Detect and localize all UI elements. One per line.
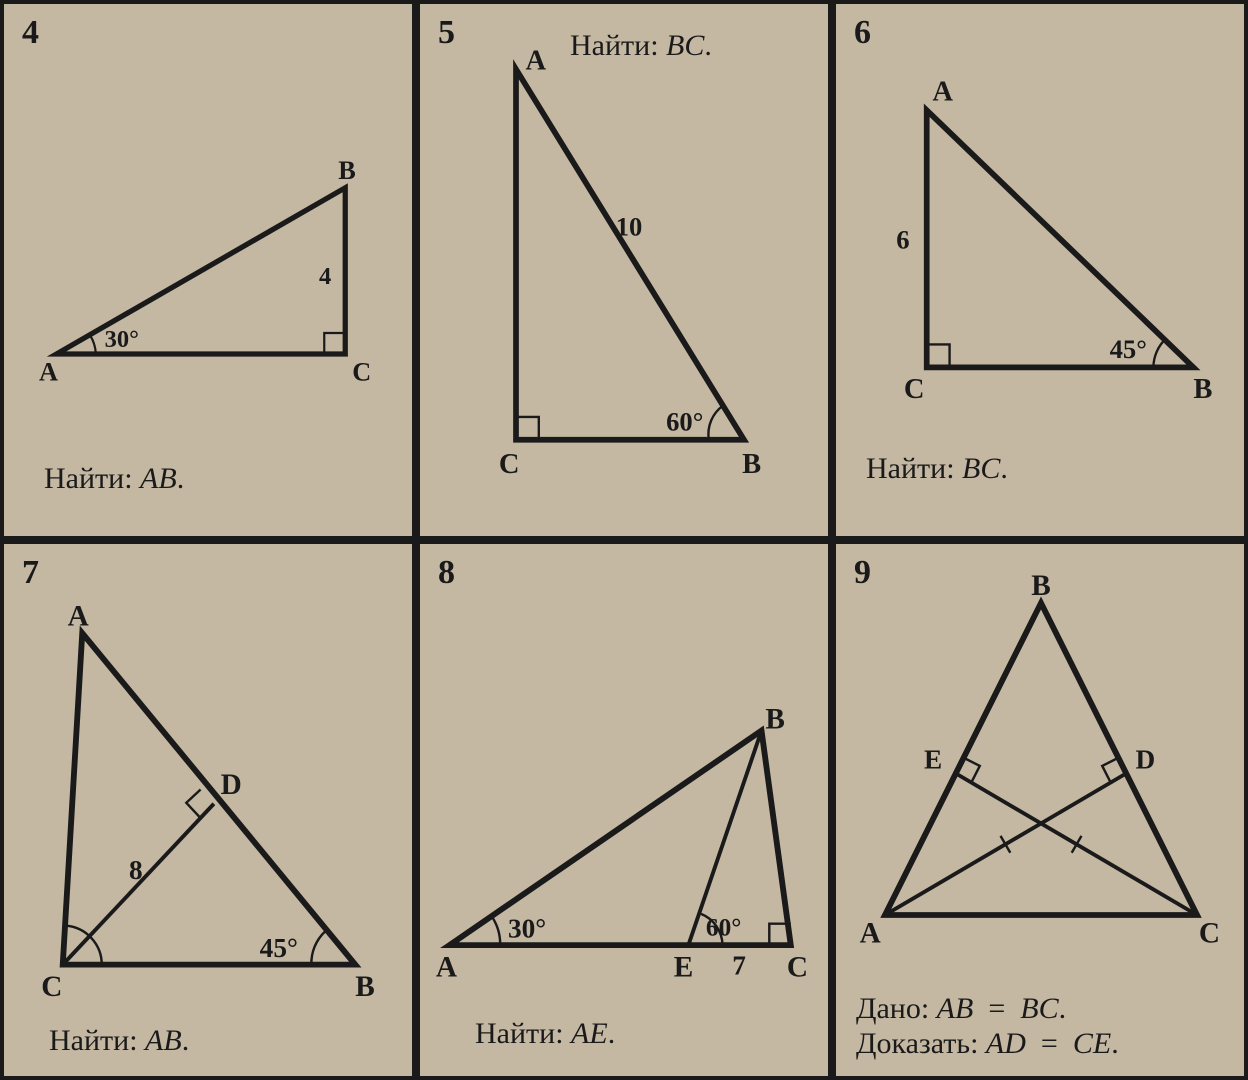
side-EC-label: 7 bbox=[732, 950, 746, 980]
caption-prefix: Найти: bbox=[475, 1017, 571, 1050]
vertex-C: C bbox=[352, 357, 371, 386]
caption-target: AB bbox=[145, 1024, 182, 1057]
prove-prefix: Доказать: bbox=[856, 1027, 986, 1060]
caption-target: BC bbox=[962, 452, 1000, 485]
vertex-A: A bbox=[436, 951, 457, 983]
caption-suffix: . bbox=[608, 1017, 616, 1050]
figure-9: B A C E D bbox=[846, 564, 1236, 954]
caption-target: AB bbox=[140, 462, 177, 495]
caption-prefix: Найти: bbox=[866, 452, 962, 485]
caption-8: Найти: AE. bbox=[475, 1017, 615, 1051]
vertex-A: A bbox=[39, 357, 58, 386]
cell-5: 5 Найти: BC. A C B 10 60° bbox=[416, 0, 832, 540]
angle-E-label: 60° bbox=[706, 913, 741, 941]
caption-6: Найти: BC. bbox=[866, 452, 1008, 486]
angle-B-label: 45° bbox=[1110, 334, 1147, 364]
figure-8: A B C E 30° 60° 7 bbox=[430, 584, 820, 1004]
given-rhs: BC bbox=[1020, 992, 1058, 1025]
angle-B-label: 45° bbox=[260, 933, 298, 963]
caption-4: Найти: AB. bbox=[44, 462, 184, 496]
given-lhs: AB bbox=[937, 992, 974, 1025]
side-AC-label: 6 bbox=[896, 224, 909, 254]
prove-9: Доказать: AD = CE. bbox=[856, 1027, 1119, 1061]
caption-prefix: Найти: bbox=[44, 462, 140, 495]
vertex-A: A bbox=[860, 917, 881, 949]
caption-7: Найти: AB. bbox=[49, 1024, 189, 1058]
given-prefix: Дано: bbox=[856, 992, 937, 1025]
cell-4: 4 A B C 30° 4 Найти: AB. bbox=[0, 0, 416, 540]
cell-8: 8 A B C E 30° 60° 7 Найти: AE. bbox=[416, 540, 832, 1080]
vertex-B: B bbox=[742, 449, 761, 480]
vertex-B: B bbox=[355, 971, 375, 1003]
angle-A-label: 30° bbox=[105, 326, 139, 353]
caption-suffix: . bbox=[1000, 452, 1008, 485]
vertex-C: C bbox=[904, 374, 925, 405]
figure-4: A B C 30° 4 bbox=[14, 74, 414, 424]
caption-prefix: Найти: bbox=[49, 1024, 145, 1057]
vertex-B: B bbox=[1193, 374, 1212, 405]
vertex-C: C bbox=[1199, 917, 1220, 949]
caption-suffix: . bbox=[182, 1024, 190, 1057]
angle-B-label: 60° bbox=[666, 406, 703, 436]
vertex-E: E bbox=[674, 951, 694, 983]
vertex-C: C bbox=[41, 971, 62, 1003]
figure-5: A C B 10 60° bbox=[440, 34, 820, 494]
side-BC-label: 4 bbox=[319, 263, 331, 290]
problem-grid: 4 A B C 30° 4 Найти: AB. 5 Найти: BC. bbox=[0, 0, 1248, 1080]
prove-rhs: CE bbox=[1073, 1027, 1111, 1060]
cell-6: 6 A C B 6 45° Найти: BC. bbox=[832, 0, 1248, 540]
given-9: Дано: AB = BC. bbox=[856, 992, 1066, 1026]
caption-suffix: . bbox=[177, 462, 185, 495]
caption-target: AE bbox=[571, 1017, 608, 1050]
vertex-A: A bbox=[932, 77, 953, 108]
vertex-A: A bbox=[68, 600, 89, 632]
cell-number: 4 bbox=[22, 14, 39, 52]
vertex-A: A bbox=[526, 45, 547, 76]
vertex-C: C bbox=[787, 951, 808, 983]
vertex-D: D bbox=[221, 769, 242, 801]
vertex-B: B bbox=[765, 704, 785, 736]
vertex-E: E bbox=[924, 745, 942, 775]
side-CD-label: 8 bbox=[129, 855, 143, 885]
vertex-C: C bbox=[499, 449, 520, 480]
vertex-B: B bbox=[338, 156, 356, 185]
vertex-B: B bbox=[1031, 570, 1051, 602]
angle-A-label: 30° bbox=[508, 913, 546, 943]
cell-9: 9 B A C E D bbox=[832, 540, 1248, 1080]
cell-7: 7 A C B D 8 45° Найти: AB. bbox=[0, 540, 416, 1080]
side-AB-label: 10 bbox=[616, 212, 643, 242]
figure-7: A C B D 8 45° bbox=[14, 574, 404, 1014]
figure-6: A C B 6 45° bbox=[846, 34, 1236, 434]
vertex-D: D bbox=[1136, 745, 1156, 775]
prove-lhs: AD bbox=[986, 1027, 1026, 1060]
